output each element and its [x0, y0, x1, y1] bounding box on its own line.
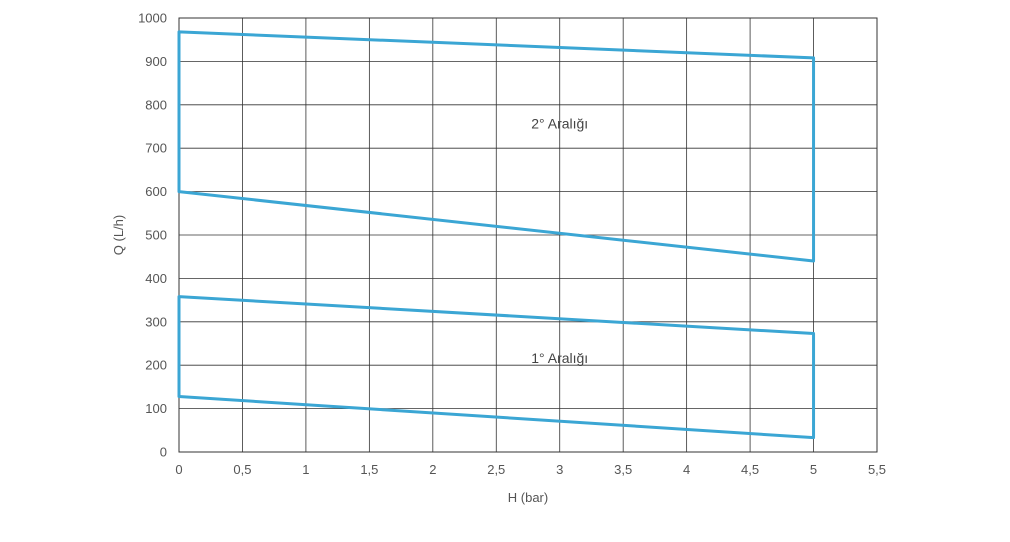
y-tick-label: 500	[145, 228, 167, 243]
plot-frame	[178, 17, 878, 453]
x-tick-label: 5	[810, 462, 817, 477]
y-tick-label: 600	[145, 184, 167, 199]
region-label-2: 2° Aralığı	[531, 116, 588, 132]
x-tick-label: 3,5	[614, 462, 632, 477]
regions: 1° Aralığı 2° Aralığı	[177, 30, 816, 440]
y-tick-label: 200	[145, 358, 167, 373]
operating-region-1	[177, 295, 816, 440]
y-tick-label: 1000	[138, 11, 167, 26]
x-tick-label: 3	[556, 462, 563, 477]
x-tick-label: 1,5	[360, 462, 378, 477]
x-tick-label: 0,5	[233, 462, 251, 477]
region-label-1: 1° Aralığı	[531, 350, 588, 366]
x-tick-label: 1	[302, 462, 309, 477]
x-tick-label: 4	[683, 462, 690, 477]
x-tick-label: 5,5	[868, 462, 886, 477]
y-tick-label: 400	[145, 271, 167, 286]
y-tick-label: 900	[145, 54, 167, 69]
y-tick-label: 300	[145, 314, 167, 329]
tick-labels: 0 0,5 1 1,5 2 2,5 3 3,5 4 4,5 5 5,5 0 100 200 300 400 500…	[138, 11, 886, 478]
y-tick-label: 700	[145, 141, 167, 156]
x-axis-label: H (bar)	[508, 490, 548, 505]
x-tick-label: 2	[429, 462, 436, 477]
y-tick-label: 100	[145, 401, 167, 416]
x-tick-label: 0	[175, 462, 182, 477]
y-tick-label: 800	[145, 97, 167, 112]
operating-region-2	[177, 30, 816, 263]
grid	[179, 18, 877, 452]
x-tick-label: 4,5	[741, 462, 759, 477]
x-tick-label: 2,5	[487, 462, 505, 477]
y-axis-label: Q (L/h)	[111, 215, 126, 255]
y-tick-label: 0	[160, 445, 167, 460]
